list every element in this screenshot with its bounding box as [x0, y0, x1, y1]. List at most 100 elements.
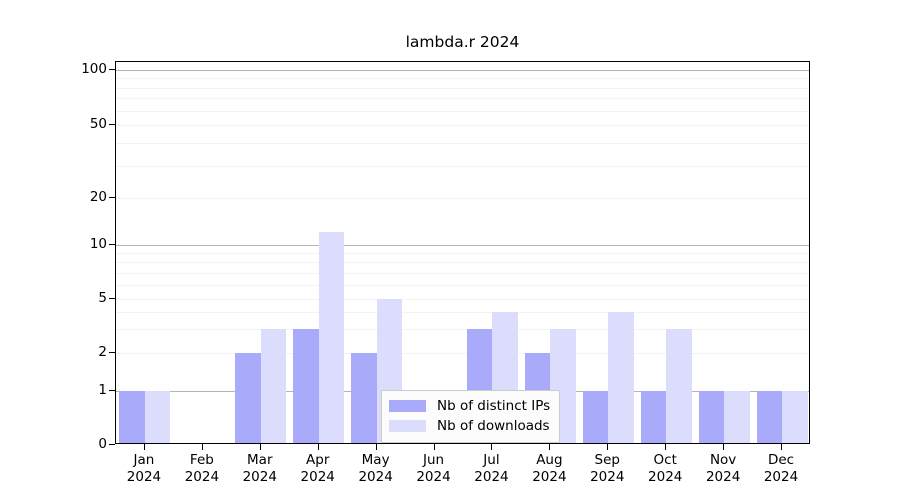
x-tick-label-month: Sep — [594, 452, 620, 468]
bar-downloads — [260, 329, 287, 443]
y-tick-label: 1 — [98, 382, 107, 398]
gridline — [116, 329, 809, 331]
bar-downloads — [666, 329, 692, 443]
x-tick-label-month: Mar — [247, 452, 273, 468]
x-tick-label-year: 2024 — [126, 468, 162, 485]
gridline — [116, 272, 809, 274]
x-tick-label-year: 2024 — [474, 468, 509, 485]
x-tick-label: May 2024 — [336, 452, 416, 485]
x-tick-mark — [201, 444, 203, 450]
x-tick-label-year: 2024 — [416, 468, 451, 485]
x-tick-label: Nov 2024 — [683, 452, 763, 485]
x-tick-mark — [723, 444, 725, 450]
y-tick-label: 50 — [89, 116, 107, 132]
gridline — [116, 78, 809, 80]
gridline — [116, 110, 809, 112]
x-tick-label: Jan 2024 — [104, 452, 184, 485]
gridline — [116, 284, 809, 286]
gridline — [116, 142, 809, 144]
y-tick-label: 2 — [98, 344, 107, 360]
bar-distinct-ips — [640, 391, 667, 443]
gridline — [116, 312, 809, 314]
gridline — [116, 87, 809, 89]
x-tick-mark — [143, 444, 145, 450]
bar-distinct-ips — [582, 391, 609, 443]
x-tick-mark — [259, 444, 261, 450]
gridline — [116, 299, 809, 300]
legend-label: Nb of downloads — [437, 418, 550, 434]
x-tick-label-month: Oct — [653, 452, 677, 468]
bar-distinct-ips — [293, 329, 319, 443]
y-tick-label: 20 — [89, 189, 107, 205]
bar-distinct-ips — [235, 353, 261, 443]
x-tick-label-year: 2024 — [705, 468, 741, 485]
x-tick-label: Mar 2024 — [220, 452, 300, 485]
x-tick-label-year: 2024 — [763, 468, 799, 485]
y-tick-label: 100 — [81, 61, 107, 77]
gridline — [116, 70, 809, 71]
gridline — [116, 262, 809, 264]
y-tick-label: 0 — [98, 436, 107, 452]
y-tick-mark — [109, 197, 115, 198]
x-tick-label: Dec 2024 — [741, 452, 821, 485]
bar-downloads — [724, 391, 750, 443]
x-tick-mark — [781, 444, 783, 450]
bar-distinct-ips — [351, 353, 377, 443]
chart-title: lambda.r 2024 — [405, 33, 520, 51]
x-tick-label: Apr 2024 — [278, 452, 358, 485]
x-tick-mark — [317, 444, 319, 450]
y-tick-mark — [109, 124, 115, 125]
y-tick-label: 5 — [98, 290, 107, 306]
legend-item[interactable]: Nb of downloads — [389, 416, 550, 436]
legend-label: Nb of distinct IPs — [437, 398, 551, 414]
y-tick-mark — [109, 243, 115, 245]
y-tick-mark — [109, 444, 115, 445]
x-tick-label-month: Aug — [536, 452, 563, 468]
y-tick-mark — [109, 390, 115, 391]
gridline — [116, 244, 809, 246]
bars-layer — [116, 62, 809, 443]
legend-swatch — [389, 400, 426, 412]
bar-downloads — [144, 391, 171, 443]
x-tick-label-month: Jan — [133, 452, 155, 468]
x-tick-mark — [491, 444, 493, 450]
bar-distinct-ips — [698, 391, 725, 443]
x-tick-mark — [607, 444, 609, 450]
legend-swatch — [389, 420, 426, 432]
x-tick-label-month: May — [361, 452, 390, 468]
x-tick-mark — [549, 444, 551, 450]
y-tick-mark — [109, 298, 115, 299]
chart-legend: Nb of distinct IPs Nb of downloads — [381, 390, 561, 443]
bar-downloads — [782, 391, 808, 443]
gridline — [116, 198, 809, 199]
x-tick-mark — [433, 444, 435, 450]
x-tick-label-year: 2024 — [300, 468, 335, 485]
x-tick-label-month: Dec — [767, 452, 795, 468]
x-tick-label: Jul 2024 — [451, 452, 531, 485]
bar-downloads — [318, 232, 345, 443]
x-tick-label-month: Jul — [483, 452, 500, 468]
gridline — [116, 252, 809, 254]
y-tick-mark — [109, 69, 115, 70]
legend-item[interactable]: Nb of distinct IPs — [389, 396, 550, 416]
gridline — [116, 125, 809, 126]
x-tick-label-year: 2024 — [648, 468, 683, 485]
gridline — [116, 98, 809, 100]
x-tick-label: Oct 2024 — [625, 452, 705, 485]
x-tick-label: Jun 2024 — [394, 452, 474, 485]
gridline — [116, 165, 809, 167]
x-tick-mark — [665, 444, 667, 450]
x-tick-label-year: 2024 — [184, 468, 220, 485]
x-tick-label-year: 2024 — [358, 468, 393, 485]
x-tick-label-month: Nov — [709, 452, 737, 468]
plot-area — [115, 61, 810, 444]
y-tick-mark — [109, 352, 115, 353]
bar-downloads — [608, 312, 634, 443]
bar-distinct-ips — [119, 391, 145, 443]
bar-distinct-ips — [756, 391, 783, 443]
x-tick-label-month: Apr — [306, 452, 330, 468]
x-tick-label: Aug 2024 — [509, 452, 589, 485]
x-tick-label: Sep 2024 — [567, 452, 647, 485]
x-tick-label-month: Jun — [422, 452, 445, 468]
